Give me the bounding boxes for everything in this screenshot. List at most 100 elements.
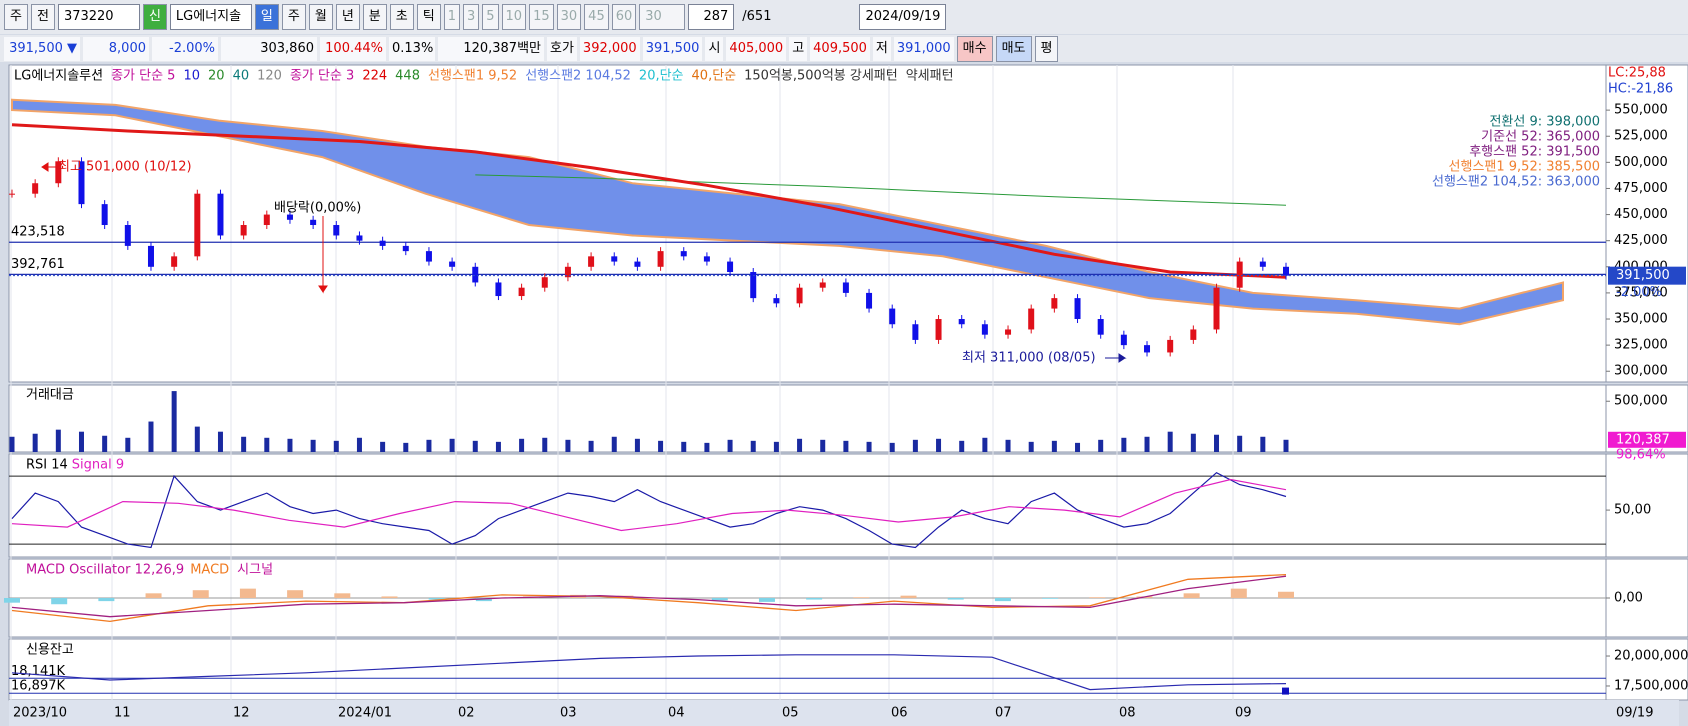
candle [472,266,479,283]
count-field[interactable]: 287 [688,4,735,30]
macd-line [11,573,1287,623]
period-button[interactable]: 년 [335,4,360,30]
high-arrow [41,162,56,172]
x-tick-label: 08 [1119,706,1136,721]
legend-item: 종가 단순 5 [111,69,175,84]
period-button[interactable]: 주 [281,4,306,30]
legend-item: 약세패턴 [906,69,954,84]
volume-bar [1214,434,1220,452]
candle [310,219,317,226]
volume-bar [658,440,664,452]
candle [842,282,849,293]
oscillator-bar [334,593,351,598]
tab[interactable]: 전 [30,4,55,30]
ma-224 [11,123,1287,279]
ichimoku-cloud [11,98,1564,326]
oscillator-bar [994,598,1011,602]
volume-bar [403,442,409,452]
period-button[interactable]: 틱 [416,4,441,30]
current-price-tag [1608,266,1686,285]
legend-item: 40 [233,69,250,84]
axis-panel [1605,64,1688,383]
oscillator-bar [98,598,115,602]
volume-bar [310,439,316,452]
volume-bar [472,440,478,452]
candle [1120,334,1127,346]
current-change-label: -2.00% [1616,285,1662,300]
name-field[interactable]: LG에너지솔 [169,4,252,30]
volume-bar [380,441,386,452]
candle [32,183,39,194]
interval-button[interactable]: 30 [556,4,582,30]
interval-button[interactable]: 45 [584,4,609,30]
quote-bar: 391,500 ▼ 8,000 -2.00% 303,860 100.44% 0.13% 1… [0,35,1688,62]
y-tick-label: 375,000 [1614,285,1668,300]
candle [703,256,710,262]
period-button[interactable]: 초 [389,4,414,30]
trade-button[interactable]: 매수 [956,35,993,62]
volume-bar [125,437,131,452]
oscillator-bar [711,598,728,601]
volume-bar [519,438,525,452]
y-tick-label: 50,00 [1614,503,1651,518]
quote-vol-ratio: 100.44% [320,36,386,61]
oscillator-bar [287,590,304,598]
trade-button[interactable]: 매도 [995,35,1032,62]
volume-bar [820,439,826,452]
support-label: 392,761 [11,257,65,272]
candle [286,214,293,220]
legend-item: 선행스팬1 9,52 [428,68,517,84]
volume-bar [681,441,687,452]
candle [588,256,595,267]
date-field[interactable]: 2024/09/19 [859,4,947,30]
legend-item: 10 [183,69,200,84]
volume-bar [32,433,38,452]
oscillator-bar [1230,588,1247,598]
period-button[interactable]: 분 [362,4,387,30]
oscillator-bar [239,588,256,598]
x-tick-label: 03 [560,706,577,721]
y-tick-label: 450,000 [1614,207,1668,222]
tab[interactable]: 주 [4,4,28,30]
quote-high-label: 고 [789,36,808,61]
candle [1051,298,1058,309]
volume-bar [194,426,200,452]
quote-price: 391,500 ▼ [4,36,80,61]
candle [866,292,873,309]
oscillator-bar [1042,598,1059,599]
interval-button[interactable]: 60 [611,4,637,30]
credit-level-label: 18,141K [11,664,65,679]
new-button[interactable]: 신 [142,4,167,30]
quote-low-label: 저 [872,36,891,61]
quote-open: 405,000 [726,36,787,61]
period-button[interactable]: 월 [308,4,333,30]
interval-button[interactable]: 3 [462,4,480,30]
candle [1074,298,1081,320]
y-tick-label: 300,000 [1614,364,1668,379]
volume-bar [1051,440,1057,452]
legend-item: 20,단순 [639,69,684,84]
interval-select[interactable]: 30 [639,4,686,30]
volume-tag [1608,431,1686,448]
volume-bar [982,437,988,452]
volume-bar [1237,435,1243,452]
credit-marker [1282,687,1289,695]
interval-button[interactable]: 5 [482,4,499,30]
interval-button[interactable]: 1 [443,4,460,30]
current-price-label: 391,500 [1616,268,1670,283]
code-input[interactable]: 373220 [57,4,140,30]
candle [425,251,432,262]
candle [1283,266,1289,276]
oscillator-bar [145,593,162,598]
candle [773,298,780,304]
interval-button[interactable]: 15 [529,4,554,30]
chart: 2023/10 11 12 2024/01 02 03 04 05 06 07 08 09 09/19 5… [4,64,1688,726]
interval-button[interactable]: 10 [501,4,527,30]
x-tick-label: 2024/01 [338,706,392,721]
period-button[interactable]: 일 [254,4,279,30]
oscillator-bar [1183,593,1200,598]
trade-button[interactable]: 평 [1034,35,1059,62]
volume-bar [171,391,177,452]
candle [634,261,641,267]
